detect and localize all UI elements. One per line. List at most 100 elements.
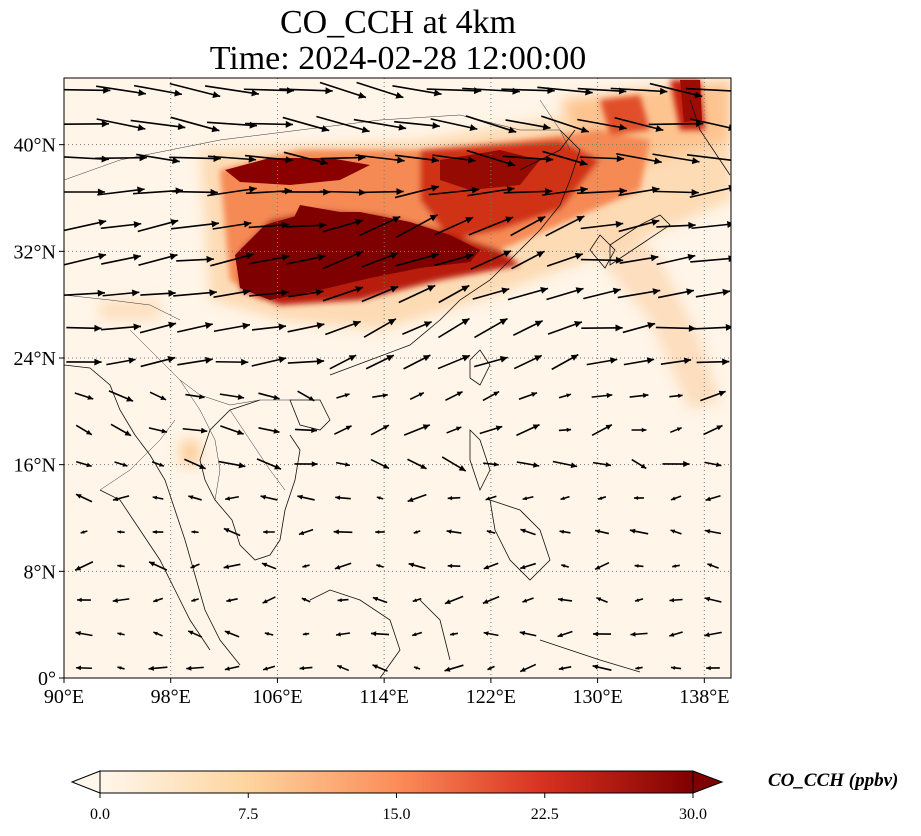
wind-arrow bbox=[430, 118, 478, 131]
wind-arrow bbox=[136, 153, 180, 164]
wind-arrow bbox=[182, 427, 208, 434]
colorbar-tick-label: 22.5 bbox=[530, 806, 559, 823]
wind-arrow bbox=[251, 323, 287, 331]
wind-arrow bbox=[153, 631, 163, 637]
wind-arrow bbox=[102, 289, 140, 297]
wind-arrow bbox=[101, 253, 141, 265]
wind-arrow bbox=[335, 632, 351, 637]
wind-arrow bbox=[185, 393, 205, 400]
wind-arrow bbox=[117, 530, 125, 534]
wind-arrow bbox=[402, 321, 432, 335]
wind-arrow bbox=[297, 494, 315, 501]
wind-arrow bbox=[560, 495, 570, 501]
wind-arrow bbox=[706, 665, 720, 671]
wind-arrow bbox=[596, 597, 608, 603]
wind-vectors bbox=[64, 81, 731, 673]
colorbar-label: CO_CCH (ppbv) bbox=[768, 770, 899, 791]
wind-arrow bbox=[520, 528, 536, 536]
wind-arrow bbox=[634, 496, 644, 500]
lon-tick-label: 114°E bbox=[359, 686, 408, 708]
wind-arrow bbox=[519, 663, 537, 673]
wind-arrow bbox=[507, 286, 549, 301]
wind-arrow bbox=[316, 115, 370, 133]
wind-arrow bbox=[432, 154, 476, 164]
wind-arrow bbox=[689, 184, 731, 199]
wind-arrow bbox=[403, 354, 431, 370]
wind-arrow bbox=[336, 664, 350, 672]
wind-arrow bbox=[704, 631, 722, 638]
wind-arrow bbox=[370, 458, 390, 470]
wind-arrow bbox=[518, 392, 538, 400]
wind-arrow bbox=[285, 221, 327, 229]
wind-arrow bbox=[172, 188, 218, 196]
wind-arrow bbox=[629, 528, 649, 535]
wind-arrow bbox=[294, 461, 318, 467]
wind-arrow bbox=[188, 495, 202, 501]
wind-arrow bbox=[298, 528, 314, 536]
wind-arrow bbox=[479, 425, 503, 435]
wind-arrow bbox=[279, 87, 333, 95]
wind-arrow bbox=[466, 149, 516, 167]
wind-arrow bbox=[114, 461, 128, 467]
wind-arrow bbox=[100, 221, 142, 230]
wind-arrow bbox=[412, 597, 422, 603]
wind-arrow bbox=[591, 392, 613, 399]
longitude-labels: 90°E 98°E 106°E 114°E 122°E 130°E 138°E bbox=[44, 686, 730, 708]
wind-arrow bbox=[622, 322, 656, 334]
wind-arrow bbox=[593, 631, 611, 637]
wind-arrow bbox=[512, 320, 544, 336]
wind-arrow bbox=[616, 152, 662, 165]
wind-arrow bbox=[408, 562, 426, 570]
wind-arrow bbox=[617, 288, 661, 299]
wind-arrow bbox=[64, 188, 106, 196]
wind-arrow bbox=[635, 666, 643, 670]
wind-arrow bbox=[672, 564, 680, 568]
wind-arrow bbox=[537, 86, 593, 96]
wind-arrow bbox=[652, 153, 700, 165]
wind-arrow bbox=[223, 563, 241, 570]
colorbar-tick-label: 7.5 bbox=[238, 806, 259, 823]
wind-arrow bbox=[546, 252, 584, 267]
wind-arrow bbox=[96, 85, 146, 97]
wind-arrow bbox=[629, 392, 649, 399]
wind-arrow bbox=[670, 495, 682, 501]
wind-arrow bbox=[691, 221, 731, 230]
wind-arrow bbox=[148, 561, 168, 571]
wind-arrow bbox=[653, 188, 699, 196]
wind-arrow bbox=[610, 87, 668, 95]
wind-arrow bbox=[186, 665, 204, 671]
wind-arrow bbox=[261, 562, 277, 570]
wind-arrow bbox=[148, 665, 168, 671]
wind-arrow bbox=[283, 151, 329, 166]
wind-arrow bbox=[177, 356, 213, 366]
wind-arrow bbox=[580, 256, 624, 264]
wind-arrow bbox=[184, 458, 206, 470]
wind-arrow bbox=[370, 631, 390, 637]
wind-arrow bbox=[434, 253, 474, 267]
wind-arrow bbox=[707, 563, 719, 569]
wind-arrow bbox=[413, 530, 421, 534]
axis-ticks bbox=[59, 144, 705, 683]
lat-tick-label: 32°N bbox=[14, 241, 56, 263]
wind-arrow bbox=[334, 425, 352, 435]
wind-arrow bbox=[149, 391, 167, 401]
wind-arrow bbox=[190, 563, 200, 569]
wind-arrow bbox=[445, 390, 463, 402]
wind-arrow bbox=[467, 186, 515, 197]
lat-tick-label: 0° bbox=[38, 668, 56, 690]
wind-arrow bbox=[657, 288, 695, 299]
wind-arrow bbox=[655, 324, 697, 332]
wind-arrow bbox=[560, 564, 570, 568]
colorbar-min-extend bbox=[70, 770, 101, 794]
wind-arrow bbox=[101, 323, 141, 331]
wind-arrow bbox=[96, 118, 146, 131]
wind-arrow bbox=[634, 598, 644, 602]
wind-arrow bbox=[224, 665, 240, 671]
wind-arrow bbox=[579, 155, 625, 163]
lon-tick-label: 98°E bbox=[151, 686, 191, 708]
wind-arrow bbox=[394, 252, 440, 267]
wind-arrow bbox=[353, 118, 407, 131]
wind-arrow bbox=[262, 596, 276, 604]
wind-arrow bbox=[64, 289, 106, 297]
